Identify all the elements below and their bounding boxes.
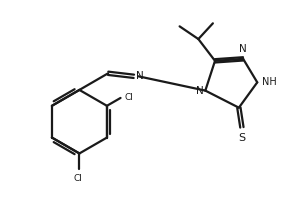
Text: N: N xyxy=(239,44,247,54)
Text: Cl: Cl xyxy=(74,174,82,183)
Text: NH: NH xyxy=(262,77,277,87)
Text: Cl: Cl xyxy=(124,93,133,102)
Text: N: N xyxy=(136,71,144,81)
Text: N: N xyxy=(196,86,204,96)
Text: S: S xyxy=(238,133,245,143)
